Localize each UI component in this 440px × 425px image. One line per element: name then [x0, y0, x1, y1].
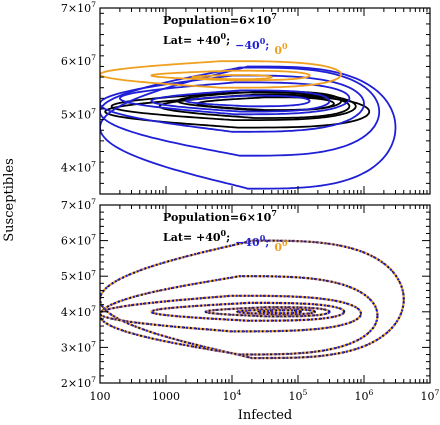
panel-top-series	[100, 60, 397, 190]
x-tick-label: 107	[421, 388, 440, 403]
orbit-loop-black	[100, 275, 379, 356]
orbit-loop-orange	[191, 74, 273, 81]
panel-top-annotation: Population=6×107 Lat= +400; −400; 00	[163, 11, 288, 57]
x-tick-label: 106	[355, 388, 374, 403]
panel-top-frame	[99, 7, 431, 195]
y-tick-label: 5×107	[61, 106, 96, 121]
x-tick-label: 100	[90, 390, 111, 403]
orbit-loop-black	[100, 295, 362, 333]
population-annotation: Population=6×107	[163, 11, 277, 27]
y-tick-label: 4×107	[61, 304, 96, 319]
orbit-loop-black	[158, 93, 351, 119]
orbit-loop-black	[104, 94, 371, 129]
x-tick-label: 104	[223, 388, 242, 403]
y-tick-label: 4×107	[61, 159, 96, 174]
orbit-loop-blue	[100, 66, 381, 157]
orbit-loop-blue	[257, 309, 302, 315]
orbit-loop-blue	[150, 89, 331, 113]
y-tick-label: 3×107	[61, 339, 96, 354]
orbit-loop-blue	[235, 308, 316, 316]
orbit-loop-blue	[100, 239, 405, 360]
orbit-loop-blue	[100, 74, 365, 133]
orbit-loop-black	[257, 309, 302, 314]
y-tick-label: 2×107	[61, 375, 96, 390]
orbit-loop-blue	[100, 294, 363, 333]
y-axis-label: Susceptibles	[2, 158, 17, 241]
y-tick-label: 5×107	[61, 268, 96, 283]
panel-bottom: 2×107 3×107 4×107 5×107 6×107 7×107 Populatio…	[61, 197, 431, 390]
x-tick-label: 105	[289, 388, 308, 403]
panel-bottom-frame	[99, 204, 431, 384]
panel-bottom-series	[100, 239, 405, 360]
orbit-loop-blue	[150, 301, 346, 322]
orbit-loop-black	[204, 306, 331, 318]
orbit-loop-orange	[100, 60, 342, 89]
x-tick-labels: 100 1000 104 105 106 107	[90, 388, 440, 403]
y-tick-label: 6×107	[61, 233, 96, 248]
panel-top-ticks: 4×107 5×107 6×107 7×107	[61, 0, 430, 195]
latitude-annotation: Lat= +400; −400; 00	[163, 31, 288, 57]
orbit-loop-blue	[184, 94, 311, 108]
y-tick-label: 7×107	[61, 0, 96, 15]
population-annotation: Population=6×107	[163, 208, 277, 224]
orbit-loop-orange	[150, 69, 311, 82]
x-tick-label: 1000	[152, 390, 180, 403]
orbit-loop-blue	[100, 65, 397, 190]
y-tick-label: 7×107	[61, 197, 96, 212]
panel-bottom-ticks: 2×107 3×107 4×107 5×107 6×107 7×107	[61, 197, 430, 390]
y-tick-label: 6×107	[61, 53, 96, 68]
x-axis-label: Infected	[238, 408, 293, 423]
latitude-annotation: Lat= +400; −400; 00	[163, 228, 288, 254]
panel-top: 4×107 5×107 6×107 7×107 Population=6×107 Lat…	[61, 0, 431, 195]
panel-bottom-annotation: Population=6×107 Lat= +400; −400; 00	[163, 208, 288, 254]
orbit-loop-black	[236, 308, 316, 315]
